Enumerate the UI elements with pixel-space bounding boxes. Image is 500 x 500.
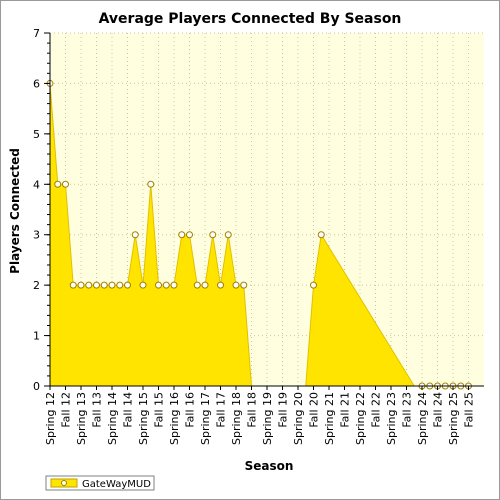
x-tick-label: Spring 20	[292, 392, 305, 445]
x-axis: Spring 12 Fall 12 Spring 13 Fall 13 Spring 1…	[44, 385, 484, 445]
y-tick-label: 2	[33, 279, 40, 292]
y-tick-label: 6	[33, 77, 40, 90]
data-point	[108, 281, 116, 289]
data-point	[139, 281, 147, 289]
x-tick-label: Spring 25	[447, 392, 460, 445]
data-point	[193, 281, 201, 289]
x-tick-label: Fall 22	[370, 392, 383, 428]
data-point	[93, 281, 100, 289]
data-point	[77, 281, 85, 289]
x-tick-label: Fall 15	[153, 392, 166, 428]
y-tick-label: 1	[33, 330, 40, 343]
data-point	[85, 281, 93, 289]
x-tick-label: Fall 24	[432, 392, 445, 428]
x-tick-label: Fall 13	[91, 392, 104, 428]
x-tick-label: Spring 17	[199, 392, 212, 445]
x-axis-title: Season	[245, 459, 294, 473]
data-point	[209, 231, 217, 239]
data-point	[69, 281, 77, 289]
data-point	[310, 281, 317, 289]
x-tick-label: Fall 21	[339, 392, 352, 428]
data-point	[147, 180, 155, 188]
data-point	[124, 281, 131, 289]
x-tick-label: Fall 17	[215, 392, 228, 428]
data-point	[240, 281, 248, 289]
legend-label: GateWayMUD	[82, 479, 151, 490]
y-tick-label: 7	[33, 27, 40, 40]
x-tick-label: Fall 14	[122, 392, 135, 428]
data-point	[131, 231, 139, 239]
data-point	[317, 231, 325, 239]
data-point	[170, 281, 178, 289]
plot-area	[46, 32, 484, 390]
x-tick-label: Fall 12	[60, 392, 73, 428]
x-tick-label: Spring 21	[323, 392, 336, 445]
x-tick-label: Spring 13	[75, 392, 88, 445]
data-point	[62, 180, 69, 188]
series-area	[50, 83, 469, 386]
data-point	[54, 180, 62, 188]
data-point	[162, 281, 170, 289]
data-point	[178, 231, 186, 239]
x-tick-label: Spring 24	[416, 392, 429, 445]
data-point	[224, 231, 232, 239]
y-axis-title: Players Connected	[8, 148, 22, 274]
x-tick-label: Spring 18	[230, 392, 243, 445]
x-tick-label: Fall 23	[401, 392, 414, 428]
x-tick-label: Fall 20	[308, 392, 321, 428]
x-tick-label: Fall 18	[246, 392, 259, 428]
y-tick-label: 5	[33, 128, 40, 141]
y-tick-label: 4	[33, 178, 40, 191]
x-tick-label: Spring 23	[385, 392, 398, 445]
data-point	[155, 281, 162, 289]
y-axis: 0 1 2 3 4 5 6 7	[33, 27, 51, 393]
y-tick-label: 3	[33, 229, 40, 242]
x-tick-label: Spring 16	[168, 392, 181, 445]
x-tick-label: Spring 22	[354, 392, 367, 445]
x-tick-label: Fall 16	[184, 392, 197, 428]
data-point	[232, 281, 240, 289]
x-tick-label: Spring 15	[137, 392, 150, 445]
x-tick-label: Spring 14	[106, 392, 119, 445]
data-point	[186, 231, 193, 239]
legend: GateWayMUD	[45, 475, 155, 491]
y-tick-label: 0	[33, 380, 40, 393]
x-tick-label: Fall 25	[463, 392, 476, 428]
x-tick-label: Spring 19	[261, 392, 274, 445]
chart-title: Average Players Connected By Season	[99, 11, 402, 27]
data-point	[100, 281, 108, 289]
x-tick-label: Spring 12	[44, 392, 57, 445]
data-point	[116, 281, 124, 289]
x-tick-label: Fall 19	[277, 392, 290, 428]
legend-marker	[61, 480, 67, 486]
data-point	[217, 281, 224, 289]
data-point	[201, 281, 209, 289]
